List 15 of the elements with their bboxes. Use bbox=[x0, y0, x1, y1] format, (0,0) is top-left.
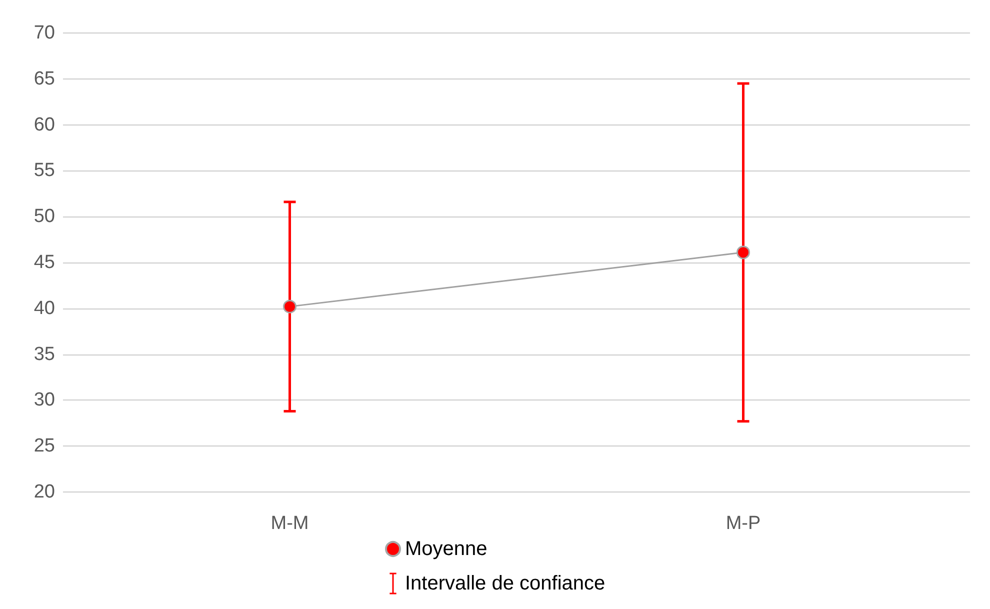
y-tick-label: 55 bbox=[34, 160, 55, 182]
y-tick-label: 50 bbox=[34, 206, 55, 228]
y-tick-label: 40 bbox=[34, 298, 55, 319]
y-tick-label: 45 bbox=[34, 252, 55, 273]
y-tick-label: 20 bbox=[34, 482, 55, 502]
y-tick-label: 30 bbox=[34, 390, 55, 411]
y-tick-label: 65 bbox=[34, 68, 55, 90]
y-tick-label: 25 bbox=[34, 436, 55, 457]
text: Intervalle de confiance bbox=[405, 572, 606, 594]
y-tick-label: 70 bbox=[34, 22, 55, 44]
x-tick-label: M-P bbox=[726, 513, 761, 534]
y-tick-label: 35 bbox=[34, 344, 55, 365]
legend-label: Moyenne bbox=[405, 538, 488, 560]
x-tick-label: M-M bbox=[270, 513, 309, 534]
y-tick-label: 60 bbox=[34, 114, 55, 136]
